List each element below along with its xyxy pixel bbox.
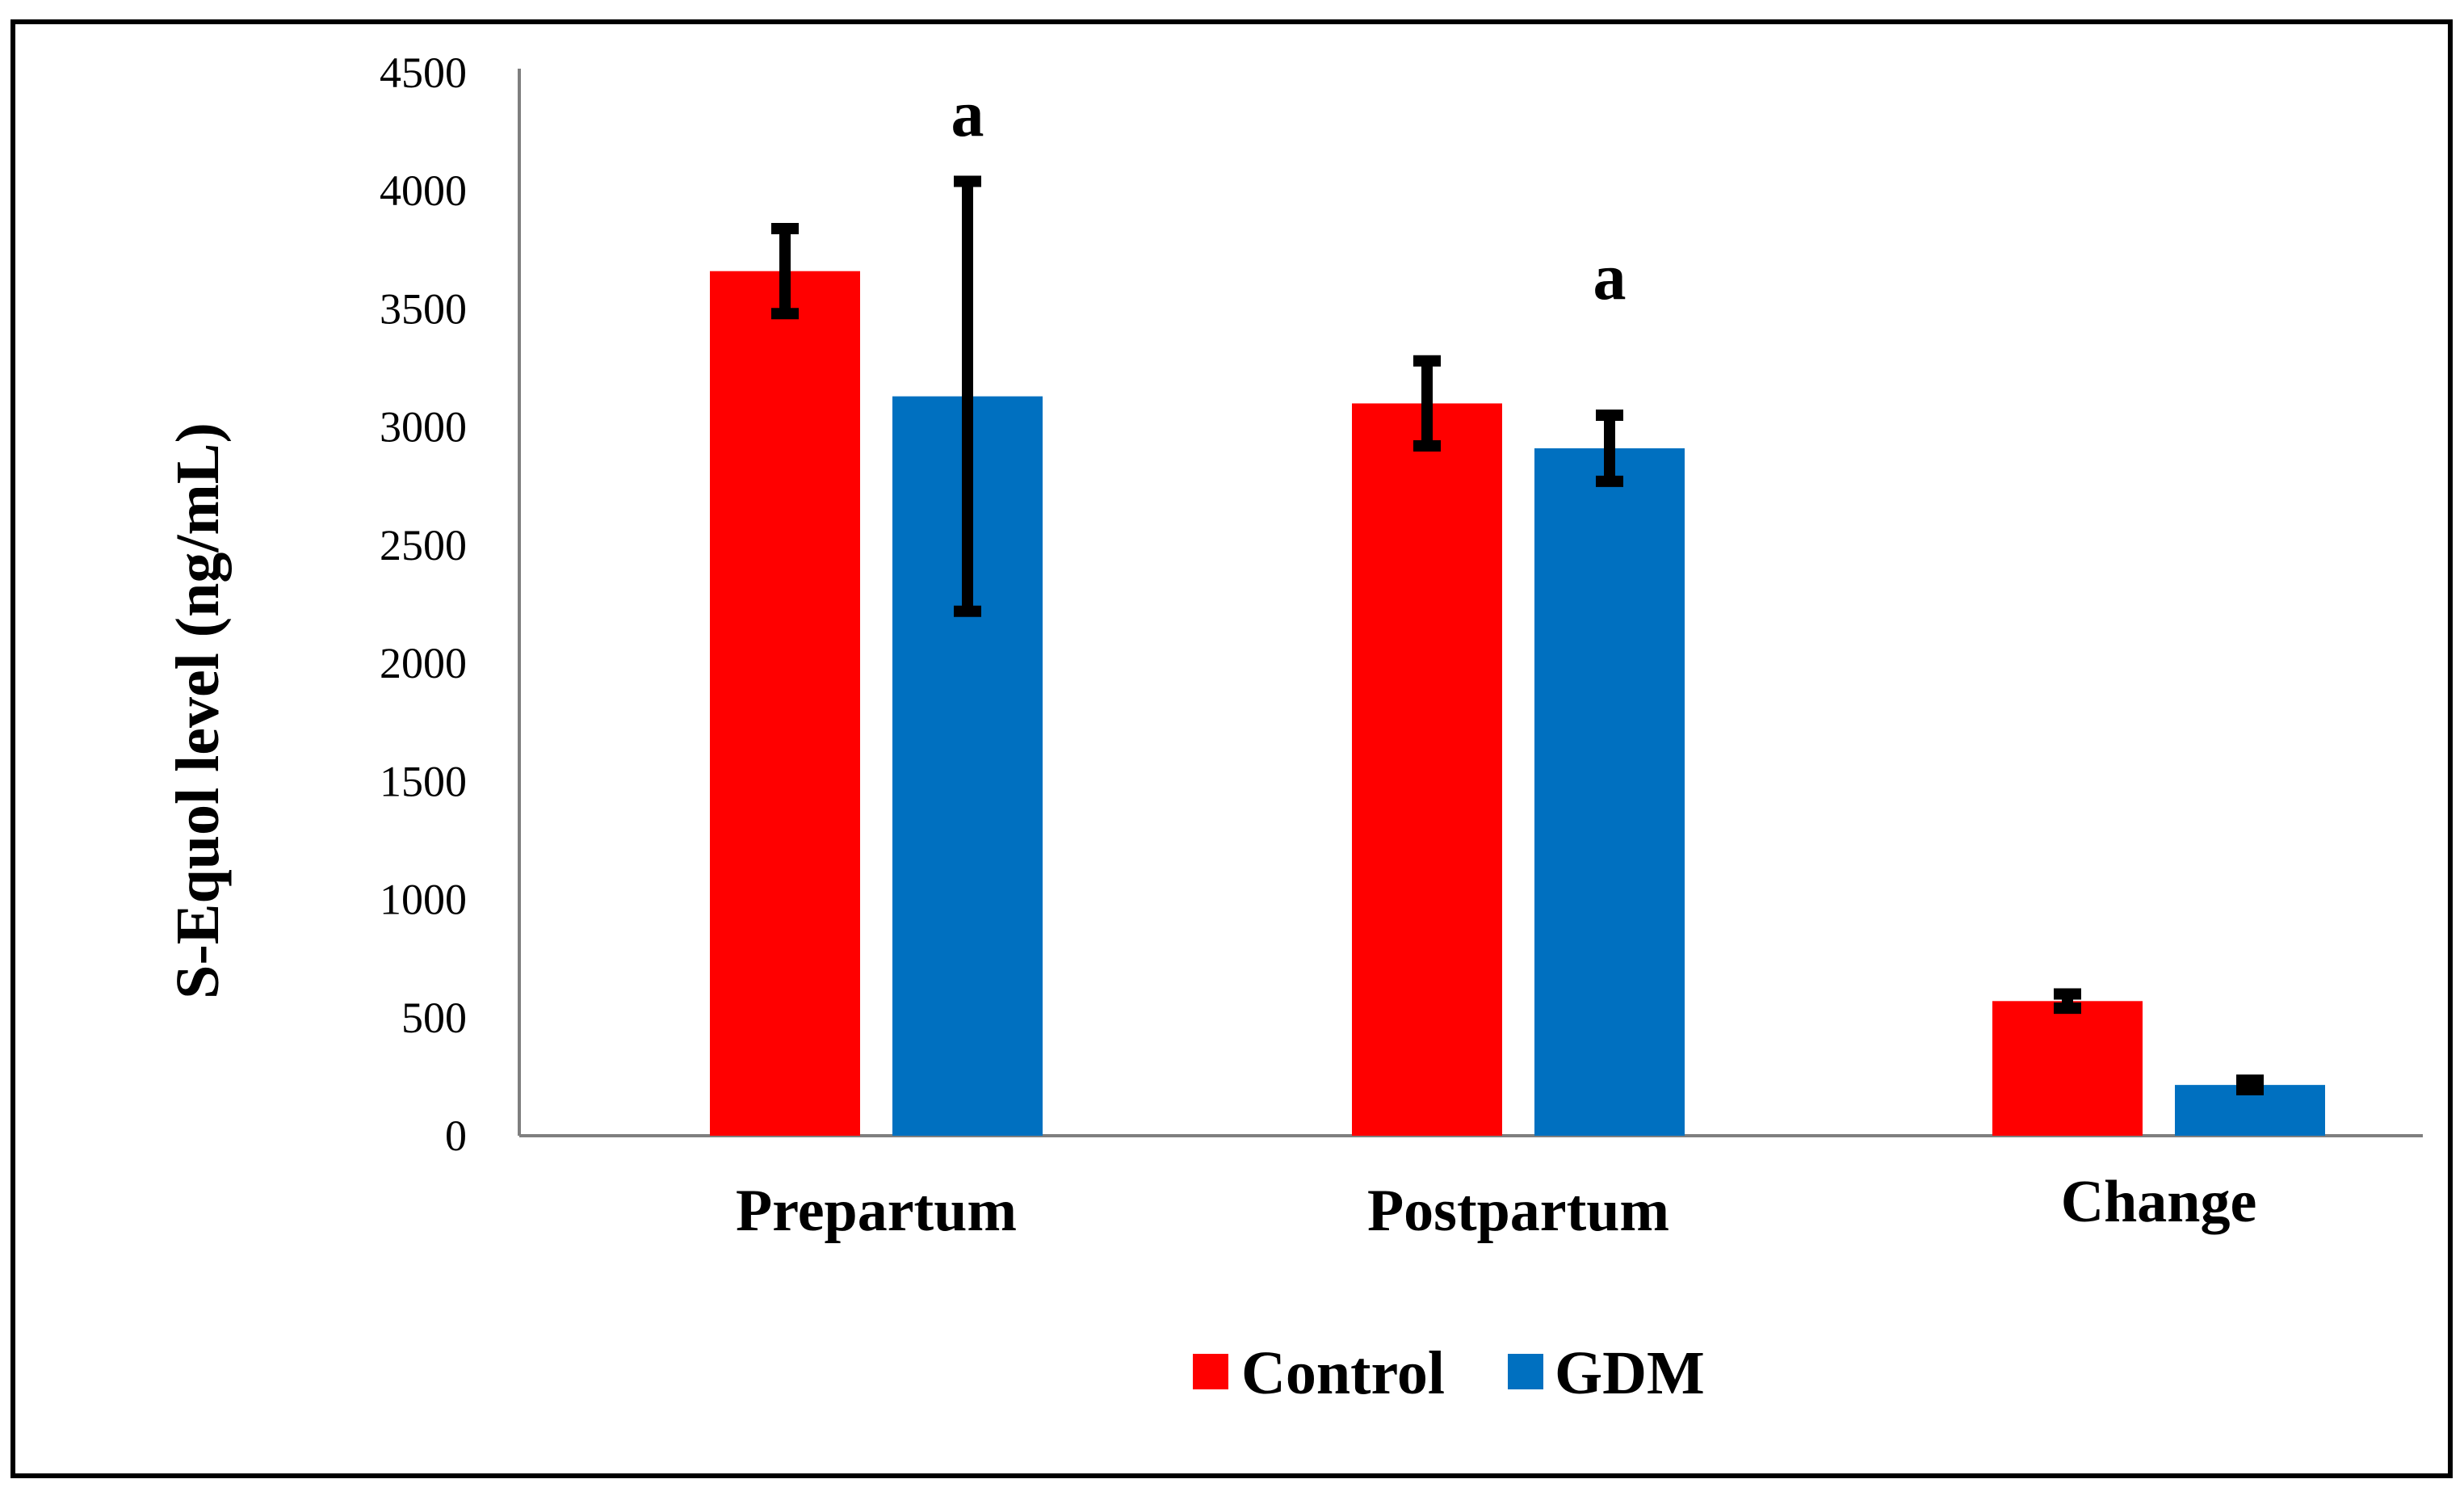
- y-tick-label: 2500: [380, 521, 467, 569]
- error-bar: [2236, 1074, 2264, 1095]
- legend-label-control: Control: [1241, 1339, 1445, 1407]
- y-tick-label: 1000: [380, 876, 467, 924]
- significance-annotation: a: [951, 77, 984, 150]
- y-tick-label: 0: [445, 1111, 467, 1160]
- legend: Control GDM: [1193, 1339, 1705, 1407]
- y-tick-label: 1500: [380, 757, 467, 805]
- category-label-postpartum: Postpartum: [1367, 1178, 1669, 1244]
- bar-control-change: [1992, 1001, 2143, 1136]
- error-bar: [1596, 410, 1623, 487]
- y-tick-label: 500: [401, 994, 467, 1042]
- y-axis-title: S-Equol level (ng/mL): [164, 422, 232, 999]
- error-bar: [954, 175, 981, 617]
- y-tick-label: 3000: [380, 403, 467, 452]
- y-tick-label: 4000: [380, 166, 467, 215]
- category-label-change: Change: [2061, 1169, 2257, 1235]
- legend-swatch-control: [1193, 1354, 1228, 1389]
- y-tick-label: 3500: [380, 284, 467, 333]
- error-bar: [1413, 355, 1441, 452]
- significance-annotation: a: [1593, 240, 1627, 313]
- bar-control-prepartum: [710, 271, 860, 1136]
- error-bar: [2054, 988, 2081, 1015]
- category-label-prepartum: Prepartum: [736, 1178, 1017, 1244]
- bar-control-postpartum: [1352, 403, 1502, 1136]
- legend-label-gdm: GDM: [1555, 1339, 1705, 1407]
- error-bar: [771, 223, 799, 320]
- legend-swatch-gdm: [1508, 1354, 1543, 1389]
- bar-gdm-postpartum: [1534, 448, 1685, 1136]
- y-tick-label: 4500: [380, 48, 467, 97]
- chart-frame: [10, 19, 2453, 1478]
- y-tick-label: 2000: [380, 639, 467, 687]
